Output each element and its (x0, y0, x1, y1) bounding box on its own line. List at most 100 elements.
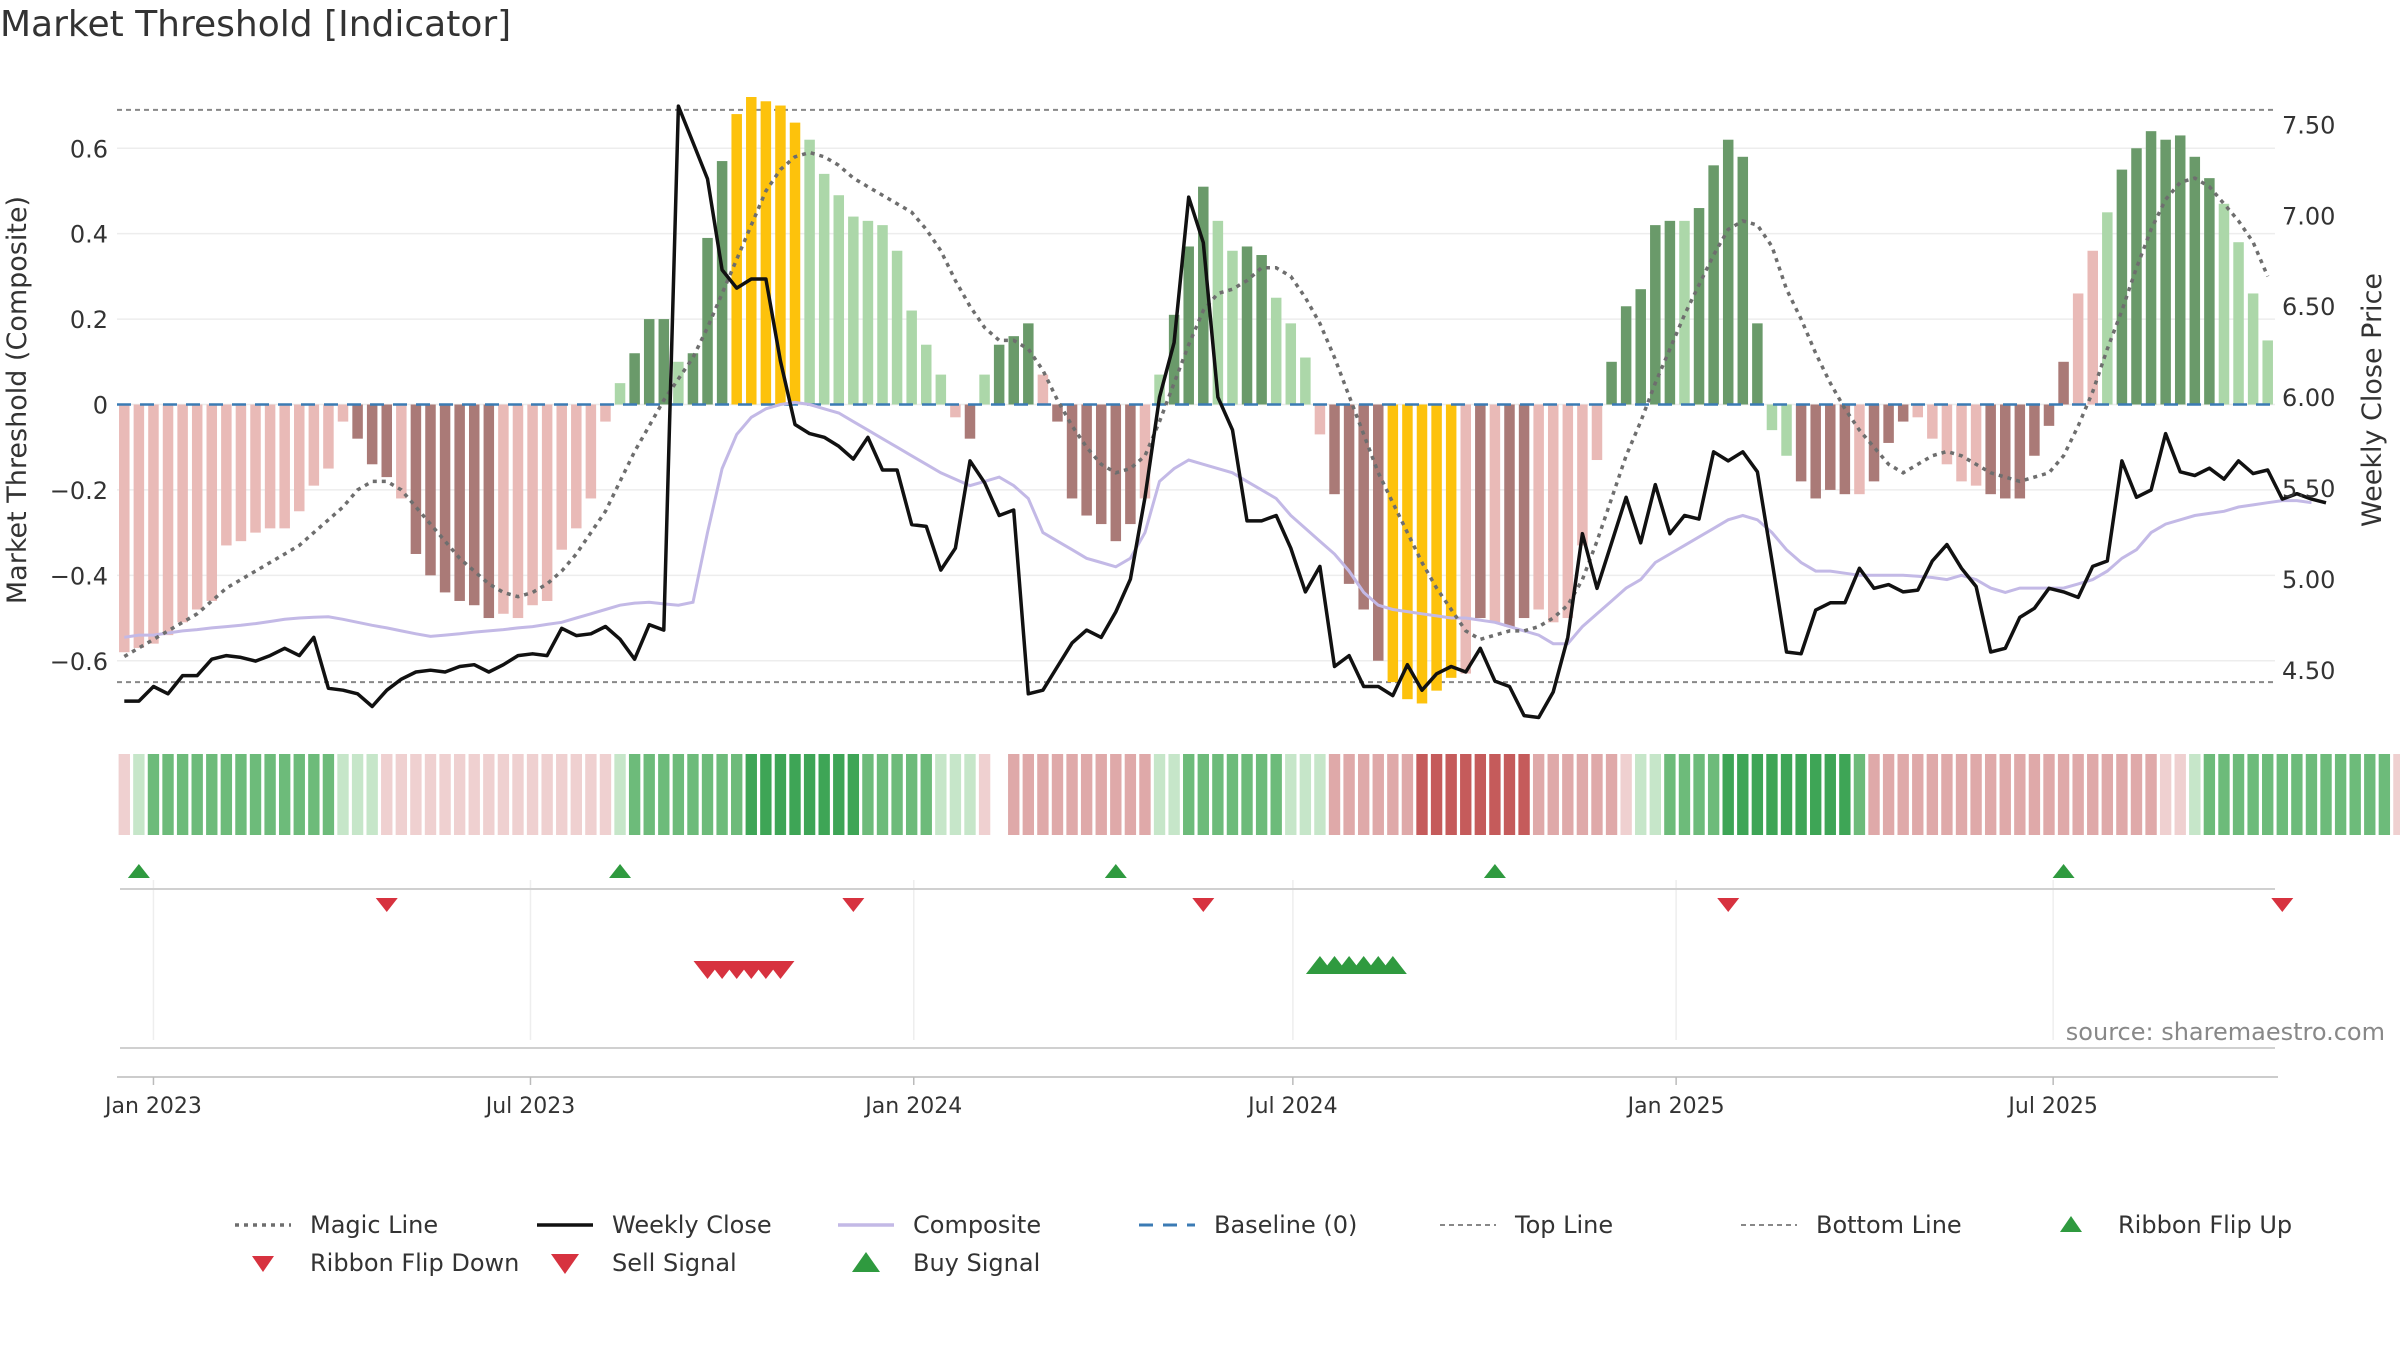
ribbon-cell (2116, 754, 2128, 835)
legend-label: Magic Line (310, 1211, 438, 1239)
legend-label: Top Line (1514, 1211, 1613, 1239)
ribbon-cell (1882, 754, 1895, 835)
ribbon-cell (1795, 754, 1807, 835)
ribbon-cell (2130, 754, 2143, 835)
threshold-bar (556, 404, 567, 550)
ribbon-cell (1912, 754, 1924, 835)
ribbon-cell (2247, 754, 2259, 835)
threshold-bar (235, 404, 247, 542)
ribbon-cell (1445, 754, 1457, 835)
ribbon-cell (1664, 754, 1676, 835)
threshold-bar (1489, 404, 1501, 623)
ribbon-cell (614, 754, 626, 835)
ribbon-cell (803, 754, 816, 835)
ribbon-cell (1343, 754, 1355, 835)
threshold-bar (2174, 135, 2186, 405)
ribbon-cell (1022, 754, 1035, 835)
ribbon-cell (1110, 754, 1122, 835)
ribbon-cell (760, 754, 772, 835)
threshold-bar (1650, 225, 1661, 405)
ribbon-cell (905, 754, 918, 835)
threshold-bar (964, 404, 976, 439)
threshold-bar (1708, 165, 1719, 405)
threshold-bar (1475, 404, 1486, 619)
legend-label: Ribbon Flip Down (310, 1249, 519, 1277)
legend-label: Baseline (0) (1214, 1211, 1357, 1239)
gridlines (117, 147, 2275, 1040)
threshold-bar (1081, 404, 1092, 516)
y2-tick-label: 6.50 (2282, 293, 2335, 321)
legend: Magic Line Weekly Close Composite Baseline … (235, 1211, 2292, 1277)
ribbon-cell (1080, 754, 1093, 835)
ribbon-cell (308, 754, 320, 835)
ribbon-cell (1810, 754, 1822, 835)
threshold-bar (1183, 246, 1194, 405)
ribbon-cell (1183, 754, 1195, 835)
threshold-bar (1927, 404, 1938, 439)
ribbon-cell (2174, 754, 2186, 835)
ribbon-cell (2028, 754, 2041, 835)
threshold-bar (483, 404, 495, 619)
ribbon-cell (1387, 754, 1399, 835)
ribbon-cell (410, 754, 422, 835)
ribbon-cell (1722, 754, 1734, 835)
ribbon-cell (1984, 754, 1997, 835)
ribbon-cell (643, 754, 655, 835)
ribbon-cell (1678, 754, 1691, 835)
ribbon-cell (2087, 754, 2099, 835)
threshold-bar (1168, 314, 1180, 405)
y-tick-label: 0.6 (70, 135, 108, 163)
ribbon-cell (541, 754, 553, 835)
ribbon-cell (2393, 754, 2400, 835)
ribbon-cell (2203, 754, 2216, 835)
ribbon-cell (687, 754, 699, 835)
legend-swatch-ribbon-flip-up (2060, 1216, 2082, 1232)
threshold-bar (818, 173, 830, 405)
source-annotation: source: sharemaestro.com (2066, 1018, 2385, 1046)
ribbon-cell (1707, 754, 1720, 835)
threshold-bar (1547, 404, 1559, 623)
threshold-bar (979, 374, 990, 405)
ribbon-cell (1314, 754, 1326, 835)
threshold-bar (1591, 404, 1603, 461)
ribbon-flip-down-marker (1717, 898, 1740, 912)
legend-label: Buy Signal (913, 1249, 1040, 1277)
threshold-bar (1504, 404, 1515, 627)
ribbon-cell (381, 754, 393, 835)
threshold-bar (921, 344, 932, 405)
ribbon-cell (2101, 754, 2114, 835)
ribbon-cell (789, 754, 801, 835)
ribbon-cell (1751, 754, 1764, 835)
ribbon-cell (1460, 754, 1472, 835)
ribbon-cell (278, 754, 291, 835)
y-tick-label: −0.4 (50, 562, 108, 590)
ribbon-cell (1620, 754, 1632, 835)
ribbon-cell (424, 754, 437, 835)
threshold-bar (1023, 323, 1034, 405)
threshold-bar (775, 105, 786, 405)
ribbon-cell (672, 754, 685, 835)
ribbon-cell (2291, 754, 2303, 835)
ribbon-cell (1008, 754, 1020, 835)
threshold-bar (1285, 323, 1297, 405)
ribbon-flip-up-marker (1483, 864, 1506, 878)
threshold-bar (1635, 289, 1646, 405)
threshold-bar (1781, 404, 1792, 456)
threshold-bar (1154, 374, 1165, 405)
threshold-bar (687, 353, 699, 405)
ribbon-cell (497, 754, 510, 835)
threshold-bar (848, 216, 859, 405)
ribbon-cell (2232, 754, 2245, 835)
threshold-bar (643, 319, 655, 405)
threshold-bar (1941, 404, 1953, 465)
ribbon-cell (570, 754, 582, 835)
threshold-bar (1897, 404, 1909, 422)
ribbon-cell (1212, 754, 1224, 835)
ribbon-cell (1605, 754, 1618, 835)
ribbon-cell (191, 754, 203, 835)
threshold-bar (2233, 242, 2244, 405)
ribbon-flip-up-marker (1104, 864, 1127, 878)
threshold-bars (119, 97, 2273, 704)
threshold-bar (2131, 148, 2142, 405)
x-tick-label: Jan 2024 (863, 1094, 962, 1119)
